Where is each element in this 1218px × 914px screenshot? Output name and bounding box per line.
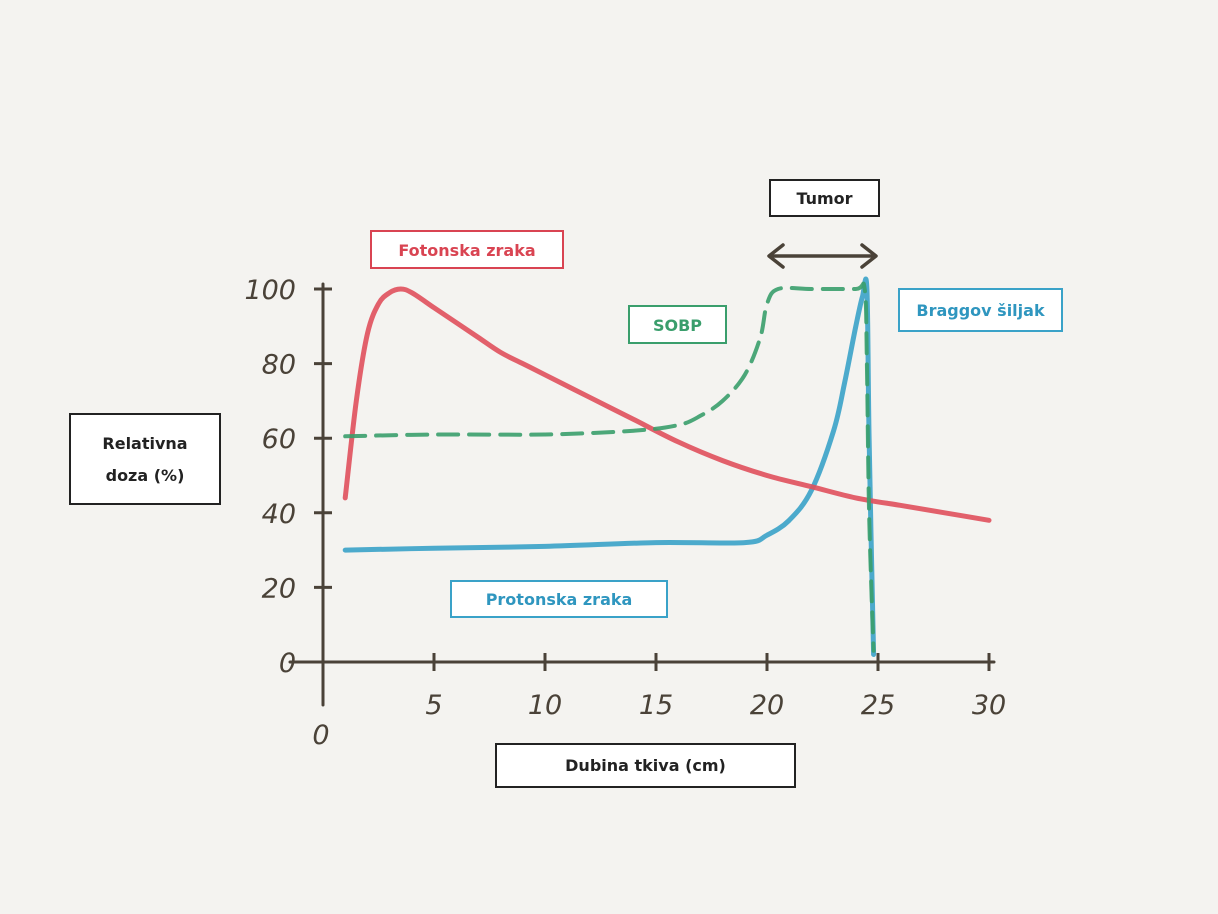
y-tick-label: 60 <box>262 424 296 455</box>
x-tick-label: 25 <box>861 690 895 721</box>
x-tick-label: 30 <box>972 690 1006 721</box>
y-tick-label: 100 <box>244 275 296 306</box>
series-lines <box>342 276 992 657</box>
axes <box>288 282 996 707</box>
y-tick-label: 80 <box>262 350 296 381</box>
x-tick-label: 0 <box>312 720 329 751</box>
y-tick-label: 0 <box>279 648 296 679</box>
x-axis-label-box: Dubina tkiva (cm) <box>495 743 796 788</box>
y-axis-label-line2: doza (%) <box>106 466 185 485</box>
tumor-label: Tumor <box>796 189 852 208</box>
sobp-legend-box: SOBP <box>628 305 727 344</box>
proton-legend-label: Protonska zraka <box>486 590 633 609</box>
bragg-peak-box: Braggov šiljak <box>898 288 1063 332</box>
series-line-fotonska-zraka <box>342 286 992 523</box>
series-line-sobp <box>343 281 876 653</box>
bragg-peak-label: Braggov šiljak <box>916 301 1045 320</box>
x-tick-label: 5 <box>425 690 442 721</box>
x-tick-label: 20 <box>750 690 784 721</box>
tick-labels: 0 20 40 60 80 100 0 5 10 15 20 25 30 <box>244 275 1006 751</box>
x-axis-label: Dubina tkiva (cm) <box>565 756 726 775</box>
photon-legend-label: Fotonska zraka <box>398 241 535 260</box>
proton-legend-box: Protonska zraka <box>450 580 668 618</box>
y-tick-label: 20 <box>262 573 296 604</box>
y-axis-label-line1: Relativna <box>102 434 187 453</box>
photon-legend-box: Fotonska zraka <box>370 230 564 269</box>
y-axis-label-box: Relativna doza (%) <box>69 413 221 505</box>
x-tick-label: 15 <box>639 690 673 721</box>
sobp-legend-label: SOBP <box>653 316 702 335</box>
tumor-label-box: Tumor <box>769 179 880 217</box>
y-tick-label: 40 <box>262 499 296 530</box>
x-tick-label: 10 <box>528 690 562 721</box>
tumor-range-arrow <box>767 243 878 269</box>
